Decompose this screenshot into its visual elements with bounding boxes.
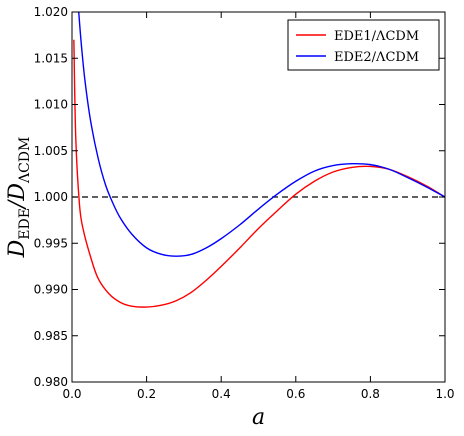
y-tick-label: 0.990 bbox=[34, 283, 68, 297]
y-axis-label-sub-num: EDE bbox=[17, 208, 33, 240]
y-axis-label-sub-den: ΛCDM bbox=[17, 137, 33, 184]
x-axis-label: a bbox=[252, 405, 265, 430]
y-axis: 0.980 0.985 0.990 0.995 1.000 1.005 1.010 1.015… bbox=[34, 5, 445, 389]
legend-label: EDE1/ΛCDM bbox=[334, 29, 419, 44]
x-tick-label: 0.6 bbox=[286, 387, 305, 401]
y-axis-label: DEDE/DΛCDM bbox=[5, 137, 33, 259]
series-line-2 bbox=[78, 12, 445, 257]
x-tick-label: 0.2 bbox=[137, 387, 156, 401]
y-axis-label-slash: / bbox=[5, 198, 30, 210]
y-axis-label-main: D bbox=[5, 239, 30, 258]
x-tick-label: 1.0 bbox=[435, 387, 454, 401]
y-tick-label: 0.985 bbox=[34, 329, 68, 343]
legend-label: EDE2/ΛCDM bbox=[334, 50, 419, 65]
series-line-1 bbox=[73, 39, 445, 308]
y-axis-label-main-2: D bbox=[5, 183, 30, 202]
x-tick-label: 0.8 bbox=[361, 387, 380, 401]
y-tick-label: 1.000 bbox=[34, 190, 68, 204]
legend: EDE1/ΛCDM EDE2/ΛCDM bbox=[287, 19, 440, 71]
series-layer bbox=[73, 12, 445, 308]
y-tick-label: 1.005 bbox=[34, 144, 68, 158]
legend-box bbox=[287, 19, 440, 71]
y-tick-label: 1.020 bbox=[34, 5, 68, 19]
y-tick-label: 1.010 bbox=[34, 98, 68, 112]
y-tick-label: 1.015 bbox=[34, 51, 68, 65]
y-tick-label: 0.980 bbox=[34, 375, 68, 389]
x-axis: 0.0 0.2 0.4 0.6 0.8 1.0 bbox=[62, 12, 455, 401]
x-tick-label: 0.4 bbox=[212, 387, 231, 401]
y-tick-label: 0.995 bbox=[34, 236, 68, 250]
x-tick-label: 0.0 bbox=[62, 387, 81, 401]
